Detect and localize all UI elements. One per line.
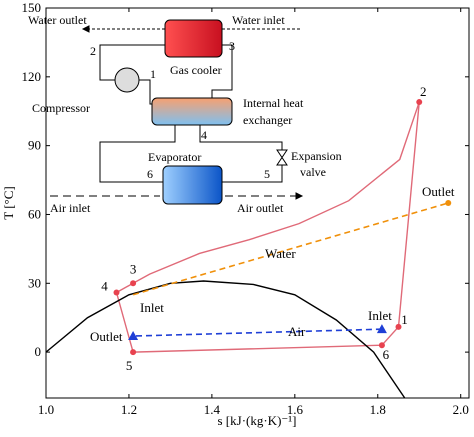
compressor-icon — [114, 67, 140, 93]
valve-icon — [276, 149, 288, 166]
y-tick-label: 60 — [28, 206, 41, 221]
arrowhead — [295, 192, 304, 200]
state-point — [416, 99, 423, 106]
label: valve — [300, 165, 326, 179]
state-point — [378, 342, 385, 349]
y-tick-label: 90 — [28, 138, 41, 153]
marker — [445, 200, 452, 206]
x-tick-label: 2.0 — [453, 402, 469, 417]
state-point — [130, 280, 137, 287]
point-label: 2 — [420, 84, 427, 99]
pipe — [99, 44, 165, 81]
x-tick-label: 1.2 — [121, 402, 137, 417]
y-axis-label: T [°C] — [1, 186, 16, 219]
x-tick-label: 1.0 — [38, 402, 54, 417]
annotation: Inlet — [140, 300, 164, 315]
plot-frame — [45, 7, 470, 399]
pipe — [222, 165, 283, 183]
series-line — [45, 280, 406, 399]
pipe — [211, 44, 233, 98]
label: Internal heat — [243, 96, 304, 110]
schematic-labels: Water outlet Water inlet Gas cooler Comp… — [28, 13, 342, 215]
arrowhead — [81, 25, 90, 33]
y-tick-label: 150 — [22, 0, 42, 15]
ihx-box — [151, 97, 233, 126]
schematic — [50, 19, 304, 205]
annotation: Inlet — [368, 308, 392, 323]
label: Compressor — [32, 101, 90, 115]
label: 3 — [229, 39, 235, 53]
x-tick-label: 1.4 — [204, 402, 221, 417]
point-label: 6 — [383, 347, 390, 362]
pipe — [99, 125, 176, 183]
y-tick-label: 0 — [35, 344, 42, 359]
label: Evaporator — [148, 150, 201, 164]
state-point — [395, 323, 402, 330]
label: Air outlet — [237, 201, 284, 215]
label: exchanger — [243, 113, 292, 127]
x-tick-label: 1.8 — [370, 402, 386, 417]
label: Expansion — [291, 149, 342, 163]
x-tick-label: 1.6 — [287, 402, 304, 417]
x-axis-label: s [kJ·(kg·K)⁻¹] — [218, 413, 297, 428]
state-point — [130, 349, 137, 356]
annotation: Outlet — [90, 329, 123, 344]
annotation: Outlet — [422, 184, 455, 199]
y-tick-label: 120 — [22, 69, 42, 84]
label: Air inlet — [50, 201, 91, 215]
series-line — [133, 328, 382, 337]
label: Water inlet — [232, 13, 285, 27]
label: 1 — [150, 67, 156, 81]
series-line — [132, 202, 449, 296]
point-label: 3 — [130, 261, 137, 276]
point-label: 1 — [401, 312, 408, 327]
label: Gas cooler — [170, 63, 222, 77]
label: 6 — [147, 167, 153, 181]
marker — [128, 331, 139, 341]
annotation: Air — [288, 324, 306, 339]
annotation: Water — [265, 246, 296, 261]
label: 2 — [90, 44, 96, 58]
pipe — [199, 125, 283, 150]
state-point — [113, 289, 120, 296]
marker — [376, 324, 387, 334]
gas-cooler-box — [164, 19, 223, 58]
label: 5 — [264, 167, 270, 181]
point-label: 4 — [101, 278, 108, 293]
pipe — [139, 79, 152, 105]
evaporator-box — [162, 165, 223, 205]
point-label: 5 — [126, 358, 133, 373]
label: 4 — [201, 128, 207, 142]
y-tick-label: 30 — [28, 275, 41, 290]
label: Water outlet — [28, 13, 87, 27]
